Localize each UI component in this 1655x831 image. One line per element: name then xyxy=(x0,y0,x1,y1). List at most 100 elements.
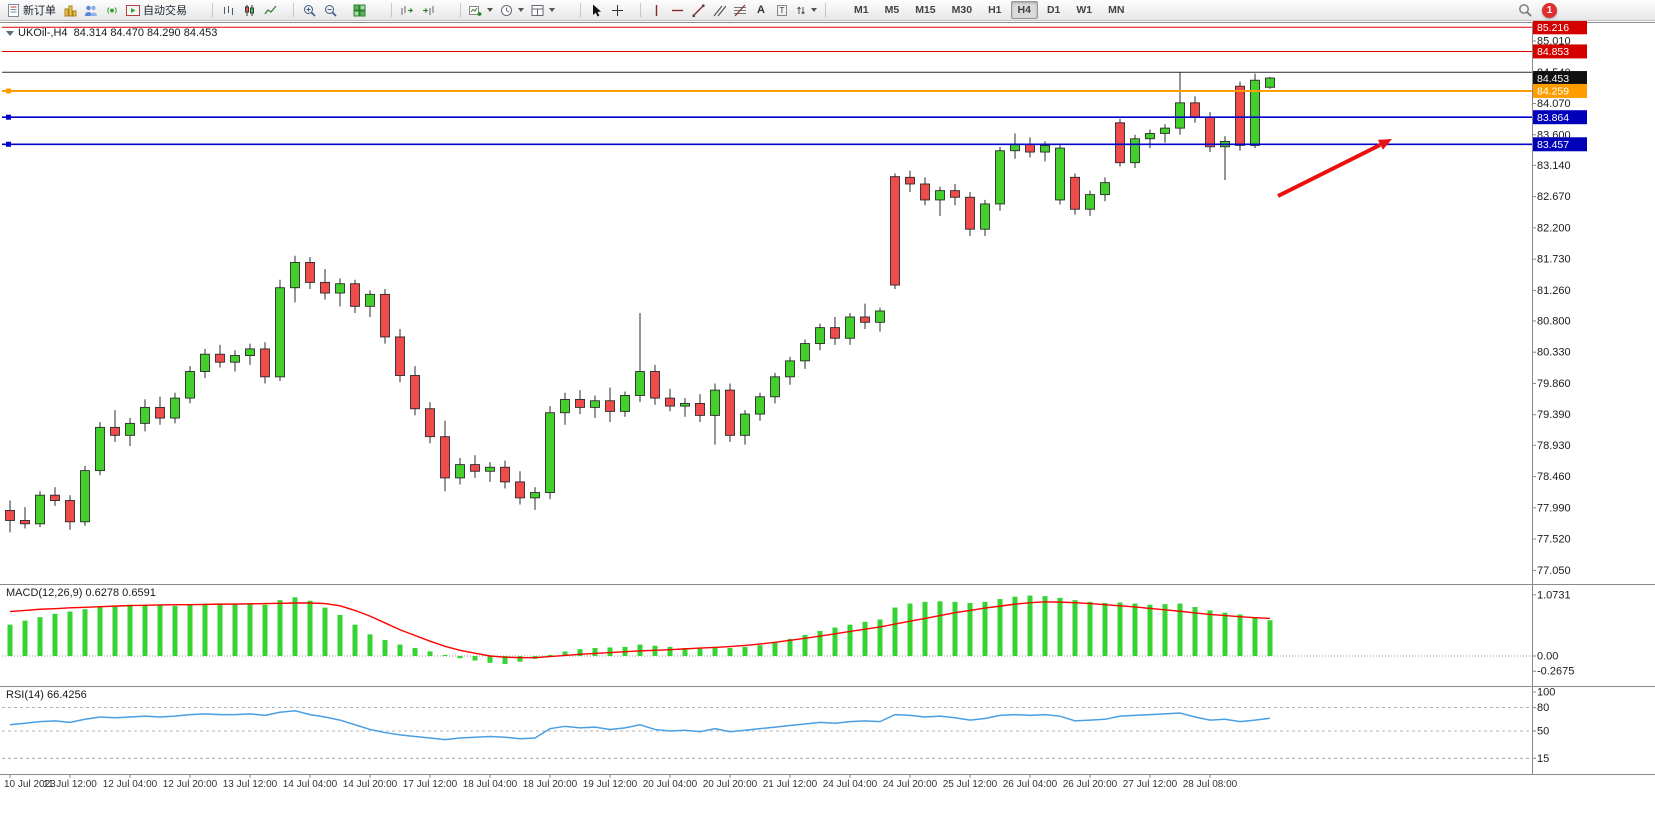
candlestick-chart-button[interactable] xyxy=(239,1,259,19)
time-axis-label: 18 Jul 04:00 xyxy=(463,779,518,790)
arrows-tool-caret-icon xyxy=(811,8,817,12)
svg-text:81.260: 81.260 xyxy=(1537,285,1571,297)
new-chart-caret-icon xyxy=(487,8,493,12)
rsi-axis-label: 80 xyxy=(1537,702,1549,714)
toolbar-right-cluster: 1 xyxy=(1518,2,1557,18)
zoom-out-icon xyxy=(324,4,337,17)
fibonacci-button[interactable] xyxy=(730,1,750,19)
crosshair-icon xyxy=(611,4,624,17)
macd-histogram xyxy=(7,595,1273,664)
svg-text:84.853: 84.853 xyxy=(1537,46,1569,58)
trendline-icon xyxy=(692,4,705,17)
svg-text:77.520: 77.520 xyxy=(1537,534,1571,546)
timeframe-button-D1[interactable]: D1 xyxy=(1046,4,1061,16)
search-icon[interactable] xyxy=(1518,3,1532,17)
line-chart-button[interactable] xyxy=(260,1,280,19)
text-tool-button[interactable]: A xyxy=(751,1,771,19)
time-axis-label: 20 Jul 20:00 xyxy=(703,779,758,790)
timeframe-button-H1[interactable]: H1 xyxy=(988,4,1002,16)
macd-axis-label: -0.2675 xyxy=(1537,666,1574,678)
timeframe-button-M15[interactable]: M15 xyxy=(915,4,936,16)
timeframe-button-M1[interactable]: M1 xyxy=(854,4,869,16)
new-order-icon xyxy=(7,3,20,17)
time-axis-label: 18 Jul 20:00 xyxy=(523,779,578,790)
auto-scroll-icon xyxy=(400,4,414,17)
rsi-axis-label: 100 xyxy=(1537,687,1555,699)
signals-icon xyxy=(105,4,119,17)
svg-text:85.216: 85.216 xyxy=(1537,22,1569,34)
blue-support-line-upper[interactable] xyxy=(2,114,1532,120)
crosshair-button[interactable] xyxy=(607,1,627,19)
time-axis-label: 21 Jul 12:00 xyxy=(763,779,818,790)
auto-trading-icon xyxy=(126,4,140,17)
templates-button[interactable] xyxy=(528,1,558,19)
blue-support-line-lower[interactable] xyxy=(2,141,1532,147)
auto-trading-button[interactable]: 自动交易 xyxy=(123,1,190,19)
symbol-dropdown-icon[interactable] xyxy=(6,30,14,36)
price-badge: 83.457 xyxy=(1533,137,1587,152)
periodicity-button[interactable] xyxy=(497,1,527,19)
rsi-axis-label: 50 xyxy=(1537,726,1549,738)
tile-windows-button[interactable] xyxy=(349,1,369,19)
svg-text:82.200: 82.200 xyxy=(1537,222,1571,234)
timeframe-button-MN[interactable]: MN xyxy=(1108,4,1125,16)
text-label-button[interactable]: T xyxy=(772,1,792,19)
horizontal-line-button[interactable] xyxy=(667,1,687,19)
zoom-out-button[interactable] xyxy=(320,1,340,19)
auto-trading-label: 自动交易 xyxy=(143,5,187,17)
time-axis-label: 10 Jul 2023 xyxy=(4,779,56,790)
arrows-tool-icon xyxy=(796,4,806,17)
candles xyxy=(5,72,1275,533)
arrows-tool-button[interactable] xyxy=(793,1,820,19)
price-badge: 84.453 xyxy=(1533,71,1587,86)
new-chart-icon xyxy=(469,4,482,17)
price-badge: 84.259 xyxy=(1533,83,1587,98)
signals-button[interactable] xyxy=(102,1,122,19)
line-drag-handle[interactable] xyxy=(6,114,11,120)
orange-support-line[interactable] xyxy=(2,88,1532,94)
timeframe-button-M5[interactable]: M5 xyxy=(884,4,900,16)
zoom-in-icon xyxy=(303,4,316,17)
bar-chart-button[interactable] xyxy=(218,1,238,19)
timeframe-button-H4[interactable]: H4 xyxy=(1010,1,1038,19)
time-axis-label: 12 Jul 04:00 xyxy=(103,779,158,790)
line-drag-handle[interactable] xyxy=(6,141,11,147)
svg-text:83.864: 83.864 xyxy=(1537,112,1569,124)
timeframe-button-W1[interactable]: W1 xyxy=(1076,4,1093,16)
symbol-label-row: UKOil-,H4 84.314 84.470 84.290 84.453 xyxy=(6,27,217,39)
svg-text:83.457: 83.457 xyxy=(1537,139,1569,151)
svg-text:77.050: 77.050 xyxy=(1537,565,1571,577)
cursor-button[interactable] xyxy=(586,1,606,19)
notification-badge[interactable]: 1 xyxy=(1542,2,1557,18)
candlestick-chart-icon xyxy=(243,4,256,17)
price-badge: 85.216 xyxy=(1533,20,1587,35)
price-badge: 84.853 xyxy=(1533,44,1587,59)
svg-text:84.453: 84.453 xyxy=(1537,73,1569,85)
rsi-label: RSI(14) 66.4256 xyxy=(6,689,87,701)
new-chart-button[interactable] xyxy=(466,1,496,19)
cursor-icon xyxy=(590,4,602,17)
vertical-line-icon xyxy=(652,4,661,17)
horizontal-line-icon xyxy=(671,4,684,17)
vertical-line-button[interactable] xyxy=(646,1,666,19)
periodicity-caret-icon xyxy=(518,8,524,12)
time-axis-label: 24 Jul 20:00 xyxy=(883,779,938,790)
chart-shift-button[interactable] xyxy=(418,1,438,19)
accounts-button[interactable] xyxy=(81,1,101,19)
channel-button[interactable] xyxy=(709,1,729,19)
auto-scroll-button[interactable] xyxy=(397,1,417,19)
timeframe-button-M30[interactable]: M30 xyxy=(951,4,973,16)
trend-arrow[interactable] xyxy=(1277,139,1392,198)
market-watch-button[interactable] xyxy=(60,1,80,19)
new-order-button[interactable]: 新订单 xyxy=(4,1,59,19)
time-axis-label: 28 Jul 08:00 xyxy=(1183,779,1238,790)
line-drag-handle[interactable] xyxy=(6,88,11,94)
trendline-button[interactable] xyxy=(688,1,708,19)
time-axis-label: 20 Jul 04:00 xyxy=(643,779,698,790)
zoom-in-button[interactable] xyxy=(299,1,319,19)
toolbar: 新订单 自动交易 xyxy=(0,0,1655,21)
time-axis-label: 27 Jul 12:00 xyxy=(1123,779,1178,790)
time-axis-label: 12 Jul 20:00 xyxy=(163,779,218,790)
